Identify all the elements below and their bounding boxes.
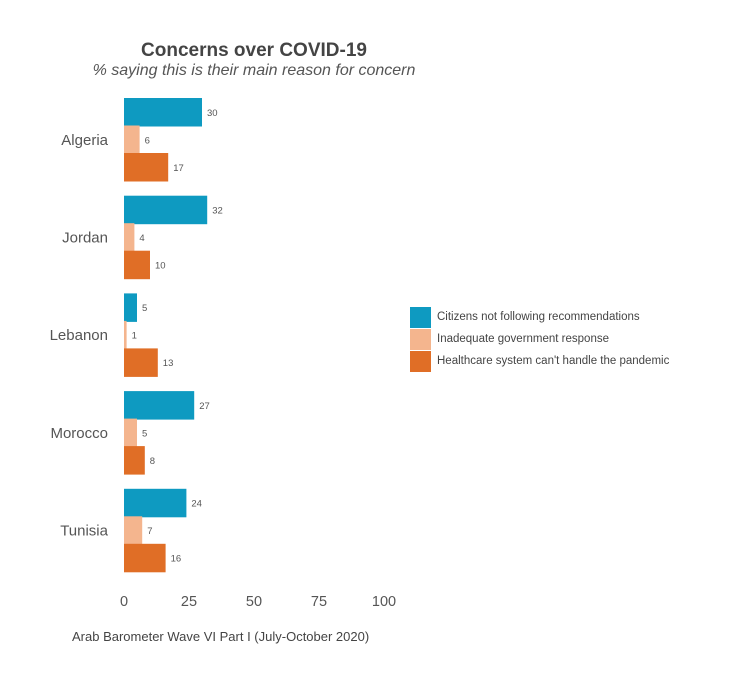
data-label-algeria-citizens-not-following-recommendations: 30 (207, 108, 218, 119)
chart-subtitle: % saying this is their main reason for c… (92, 62, 416, 79)
legend-swatch-citizens (410, 306, 431, 328)
data-label-jordan-citizens-not-following-recommendations: 32 (212, 205, 223, 216)
bar-morocco-healthcare-system-can-t-handle-the-pandemic (124, 446, 145, 475)
data-label-tunisia-citizens-not-following-recommendations: 24 (191, 499, 202, 510)
bar-lebanon-inadequate-government-response (124, 320, 127, 350)
data-label-lebanon-inadequate-government-response: 1 (132, 331, 137, 342)
legend-label-healthcare: Healthcare system can't handle the pande… (437, 355, 670, 367)
bar-algeria-healthcare-system-can-t-handle-the-pandemic (124, 153, 169, 182)
category-label-tunisia: Tunisia (60, 523, 108, 540)
x-tick-label-25: 25 (181, 594, 197, 610)
bar-lebanon-healthcare-system-can-t-handle-the-pandemic (124, 348, 158, 377)
bar-morocco-citizens-not-following-recommendations (124, 391, 195, 420)
data-label-algeria-inadequate-government-response: 6 (145, 135, 150, 146)
bar-morocco-inadequate-government-response (124, 418, 137, 448)
data-label-lebanon-citizens-not-following-recommendations: 5 (142, 303, 147, 314)
x-tick-label-50: 50 (246, 594, 262, 610)
x-tick-label-75: 75 (311, 594, 327, 610)
bar-algeria-citizens-not-following-recommendations (124, 98, 202, 127)
data-label-tunisia-inadequate-government-response: 7 (147, 526, 152, 537)
x-tick-label-0: 0 (120, 594, 128, 610)
data-label-algeria-healthcare-system-can-t-handle-the-pandemic: 17 (173, 163, 184, 174)
x-tick-label-100: 100 (372, 594, 396, 610)
data-label-jordan-healthcare-system-can-t-handle-the-pandemic: 10 (155, 260, 166, 271)
data-label-jordan-inadequate-government-response: 4 (139, 233, 144, 244)
bar-algeria-inadequate-government-response (124, 125, 140, 154)
data-label-tunisia-healthcare-system-can-t-handle-the-pandemic: 16 (171, 554, 182, 565)
data-label-morocco-inadequate-government-response: 5 (142, 428, 147, 439)
bar-jordan-inadequate-government-response (124, 223, 135, 252)
chart-title: Concerns over COVID-19 (141, 40, 367, 61)
legend-item-government: Inadequate government response (410, 328, 669, 350)
category-label-jordan: Jordan (62, 229, 108, 246)
bar-lebanon-citizens-not-following-recommendations (124, 293, 137, 322)
legend: Citizens not following recommendations I… (410, 306, 669, 372)
legend-swatch-healthcare (410, 350, 431, 372)
bar-jordan-citizens-not-following-recommendations (124, 195, 208, 225)
category-label-morocco: Morocco (50, 425, 108, 442)
legend-label-government: Inadequate government response (437, 333, 609, 345)
legend-item-citizens: Citizens not following recommendations (410, 306, 669, 328)
category-label-lebanon: Lebanon (50, 327, 108, 344)
chart-caption: Arab Barometer Wave VI Part I (July-Octo… (72, 629, 370, 644)
data-label-morocco-citizens-not-following-recommendations: 27 (199, 401, 210, 412)
data-label-morocco-healthcare-system-can-t-handle-the-pandemic: 8 (150, 456, 155, 467)
category-label-algeria: Algeria (61, 132, 108, 149)
legend-swatch-government (410, 328, 431, 350)
bar-tunisia-inadequate-government-response (124, 516, 143, 545)
bar-tunisia-citizens-not-following-recommendations (124, 488, 187, 518)
legend-label-citizens: Citizens not following recommendations (437, 311, 640, 323)
data-label-lebanon-healthcare-system-can-t-handle-the-pandemic: 13 (163, 358, 174, 369)
bar-tunisia-healthcare-system-can-t-handle-the-pandemic (124, 543, 166, 573)
bar-jordan-healthcare-system-can-t-handle-the-pandemic (124, 250, 150, 280)
legend-item-healthcare: Healthcare system can't handle the pande… (410, 350, 669, 372)
